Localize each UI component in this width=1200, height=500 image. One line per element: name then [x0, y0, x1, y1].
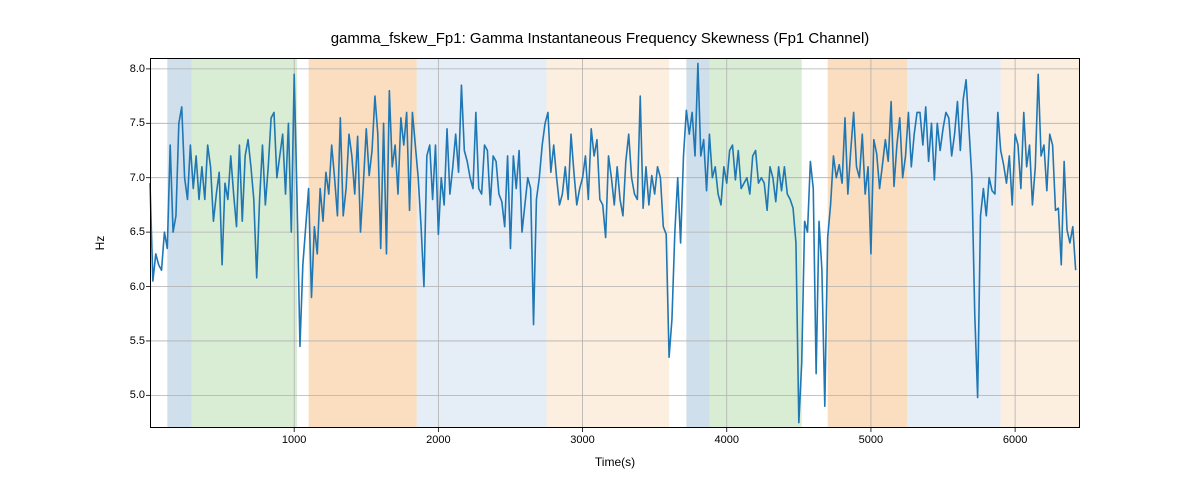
background-region [309, 58, 417, 428]
chart-title: gamma_fskew_Fp1: Gamma Instantaneous Fre… [0, 30, 1200, 47]
ytick-label: 8.0 [130, 63, 145, 75]
plot-area [150, 58, 1080, 428]
xtick-label: 3000 [570, 434, 594, 446]
background-region [417, 58, 547, 428]
background-region [547, 58, 670, 428]
y-axis-label: Hz [93, 236, 107, 251]
background-region [686, 58, 709, 428]
xtick-label: 5000 [859, 434, 883, 446]
background-region [192, 58, 297, 428]
ytick-label: 5.0 [130, 389, 145, 401]
x-axis-label: Time(s) [595, 455, 635, 469]
ytick-label: 5.5 [130, 335, 145, 347]
background-region [907, 58, 1001, 428]
ytick-label: 6.0 [130, 281, 145, 293]
xtick-label: 1000 [282, 434, 306, 446]
plot-svg [150, 58, 1080, 428]
background-region [167, 58, 192, 428]
ytick-label: 7.5 [130, 117, 145, 129]
xtick-label: 6000 [1003, 434, 1027, 446]
background-region [828, 58, 907, 428]
ytick-label: 7.0 [130, 172, 145, 184]
background-region [709, 58, 801, 428]
ytick-label: 6.5 [130, 226, 145, 238]
xtick-label: 2000 [426, 434, 450, 446]
xtick-label: 4000 [714, 434, 738, 446]
